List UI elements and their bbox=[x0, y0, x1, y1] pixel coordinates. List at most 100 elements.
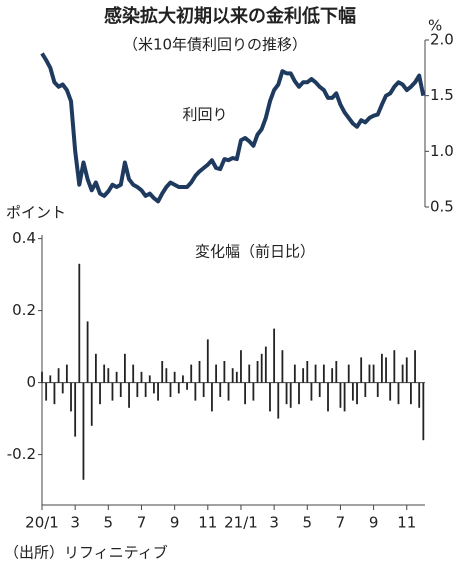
bar bbox=[248, 364, 251, 383]
bar bbox=[215, 364, 217, 383]
y-unit: ポイント bbox=[6, 204, 66, 222]
bar bbox=[368, 364, 371, 383]
bar bbox=[235, 371, 238, 383]
bar bbox=[397, 382, 400, 405]
bar bbox=[298, 382, 300, 405]
bar bbox=[57, 368, 60, 383]
bar bbox=[65, 364, 68, 383]
bar bbox=[356, 382, 358, 405]
bar bbox=[422, 382, 425, 441]
bar bbox=[74, 382, 77, 437]
bar bbox=[70, 382, 72, 412]
x-tick-label: 7 bbox=[137, 514, 147, 532]
bar bbox=[314, 364, 317, 383]
bar bbox=[119, 382, 122, 397]
bar bbox=[190, 364, 193, 383]
bar bbox=[169, 382, 172, 397]
x-tick-label: 9 bbox=[170, 514, 180, 532]
bar bbox=[310, 382, 313, 401]
bar bbox=[414, 350, 416, 383]
bar bbox=[285, 382, 288, 405]
bar bbox=[231, 368, 234, 383]
bar bbox=[99, 382, 101, 405]
bar bbox=[252, 382, 255, 401]
bar bbox=[273, 328, 276, 383]
bar bbox=[173, 371, 176, 383]
bar bbox=[144, 382, 147, 397]
y-unit: % bbox=[428, 17, 442, 35]
bar bbox=[401, 364, 404, 383]
bar bbox=[177, 382, 180, 394]
bar bbox=[256, 361, 259, 383]
bar bbox=[194, 382, 197, 401]
bar bbox=[380, 353, 383, 383]
bar bbox=[405, 357, 408, 383]
x-tick-label: 20/1 bbox=[25, 514, 59, 532]
bar bbox=[94, 353, 97, 383]
bar bbox=[331, 368, 334, 383]
bar bbox=[376, 382, 379, 397]
bar bbox=[165, 368, 168, 383]
bar bbox=[281, 350, 284, 383]
bar bbox=[132, 364, 135, 383]
x-tick-label: 3 bbox=[70, 514, 80, 532]
bar bbox=[53, 382, 56, 405]
bar bbox=[140, 371, 143, 383]
bar bbox=[206, 339, 209, 383]
bar bbox=[148, 375, 151, 383]
bar bbox=[306, 361, 309, 383]
x-tick-label: 11 bbox=[397, 514, 416, 532]
series-label: 変化幅（前日比） bbox=[195, 243, 315, 261]
bar bbox=[124, 353, 126, 383]
bar bbox=[78, 263, 81, 383]
bar bbox=[61, 382, 64, 394]
bar bbox=[202, 382, 205, 397]
bar bbox=[157, 382, 159, 401]
bar bbox=[82, 382, 85, 480]
bar bbox=[393, 350, 396, 383]
chart-title: 感染拡大初期以来の金利低下幅 bbox=[104, 5, 356, 27]
bar bbox=[372, 364, 375, 383]
bar bbox=[240, 350, 242, 383]
bar bbox=[269, 382, 271, 412]
bar bbox=[385, 357, 387, 383]
y-tick-label: 0.4 bbox=[12, 229, 36, 247]
chart-subtitle: （米10年債利回りの推移） bbox=[123, 36, 307, 54]
y-tick-label: 2.0 bbox=[430, 31, 454, 49]
bar bbox=[211, 382, 213, 412]
bar bbox=[327, 382, 329, 412]
bar bbox=[260, 353, 263, 383]
x-tick-label: 9 bbox=[369, 514, 379, 532]
bar bbox=[351, 382, 354, 401]
bar bbox=[389, 382, 392, 401]
y-tick-label: 0 bbox=[26, 373, 36, 391]
bar bbox=[343, 382, 346, 412]
x-tick-label: 21/1 bbox=[224, 514, 258, 532]
bar bbox=[302, 368, 305, 383]
bar bbox=[293, 364, 296, 383]
bar bbox=[182, 375, 184, 383]
bar bbox=[364, 382, 367, 397]
bar bbox=[227, 382, 230, 401]
bar bbox=[289, 382, 292, 408]
x-tick-label: 5 bbox=[303, 514, 313, 532]
bar bbox=[410, 382, 412, 405]
bar bbox=[244, 382, 247, 405]
bar bbox=[136, 382, 139, 397]
bar bbox=[223, 361, 226, 383]
bar bbox=[347, 364, 350, 383]
bar bbox=[86, 321, 89, 383]
source: （出所）リフィニティブ bbox=[4, 544, 168, 562]
bar bbox=[360, 357, 363, 383]
bar bbox=[161, 361, 164, 383]
bar bbox=[103, 364, 106, 383]
bar bbox=[339, 382, 342, 408]
bar bbox=[41, 371, 43, 383]
x-tick-label: 7 bbox=[336, 514, 346, 532]
bar bbox=[198, 361, 201, 383]
bar bbox=[115, 371, 118, 383]
line bbox=[40, 52, 426, 204]
bar bbox=[186, 382, 188, 390]
series-label: 利回り bbox=[182, 106, 227, 124]
